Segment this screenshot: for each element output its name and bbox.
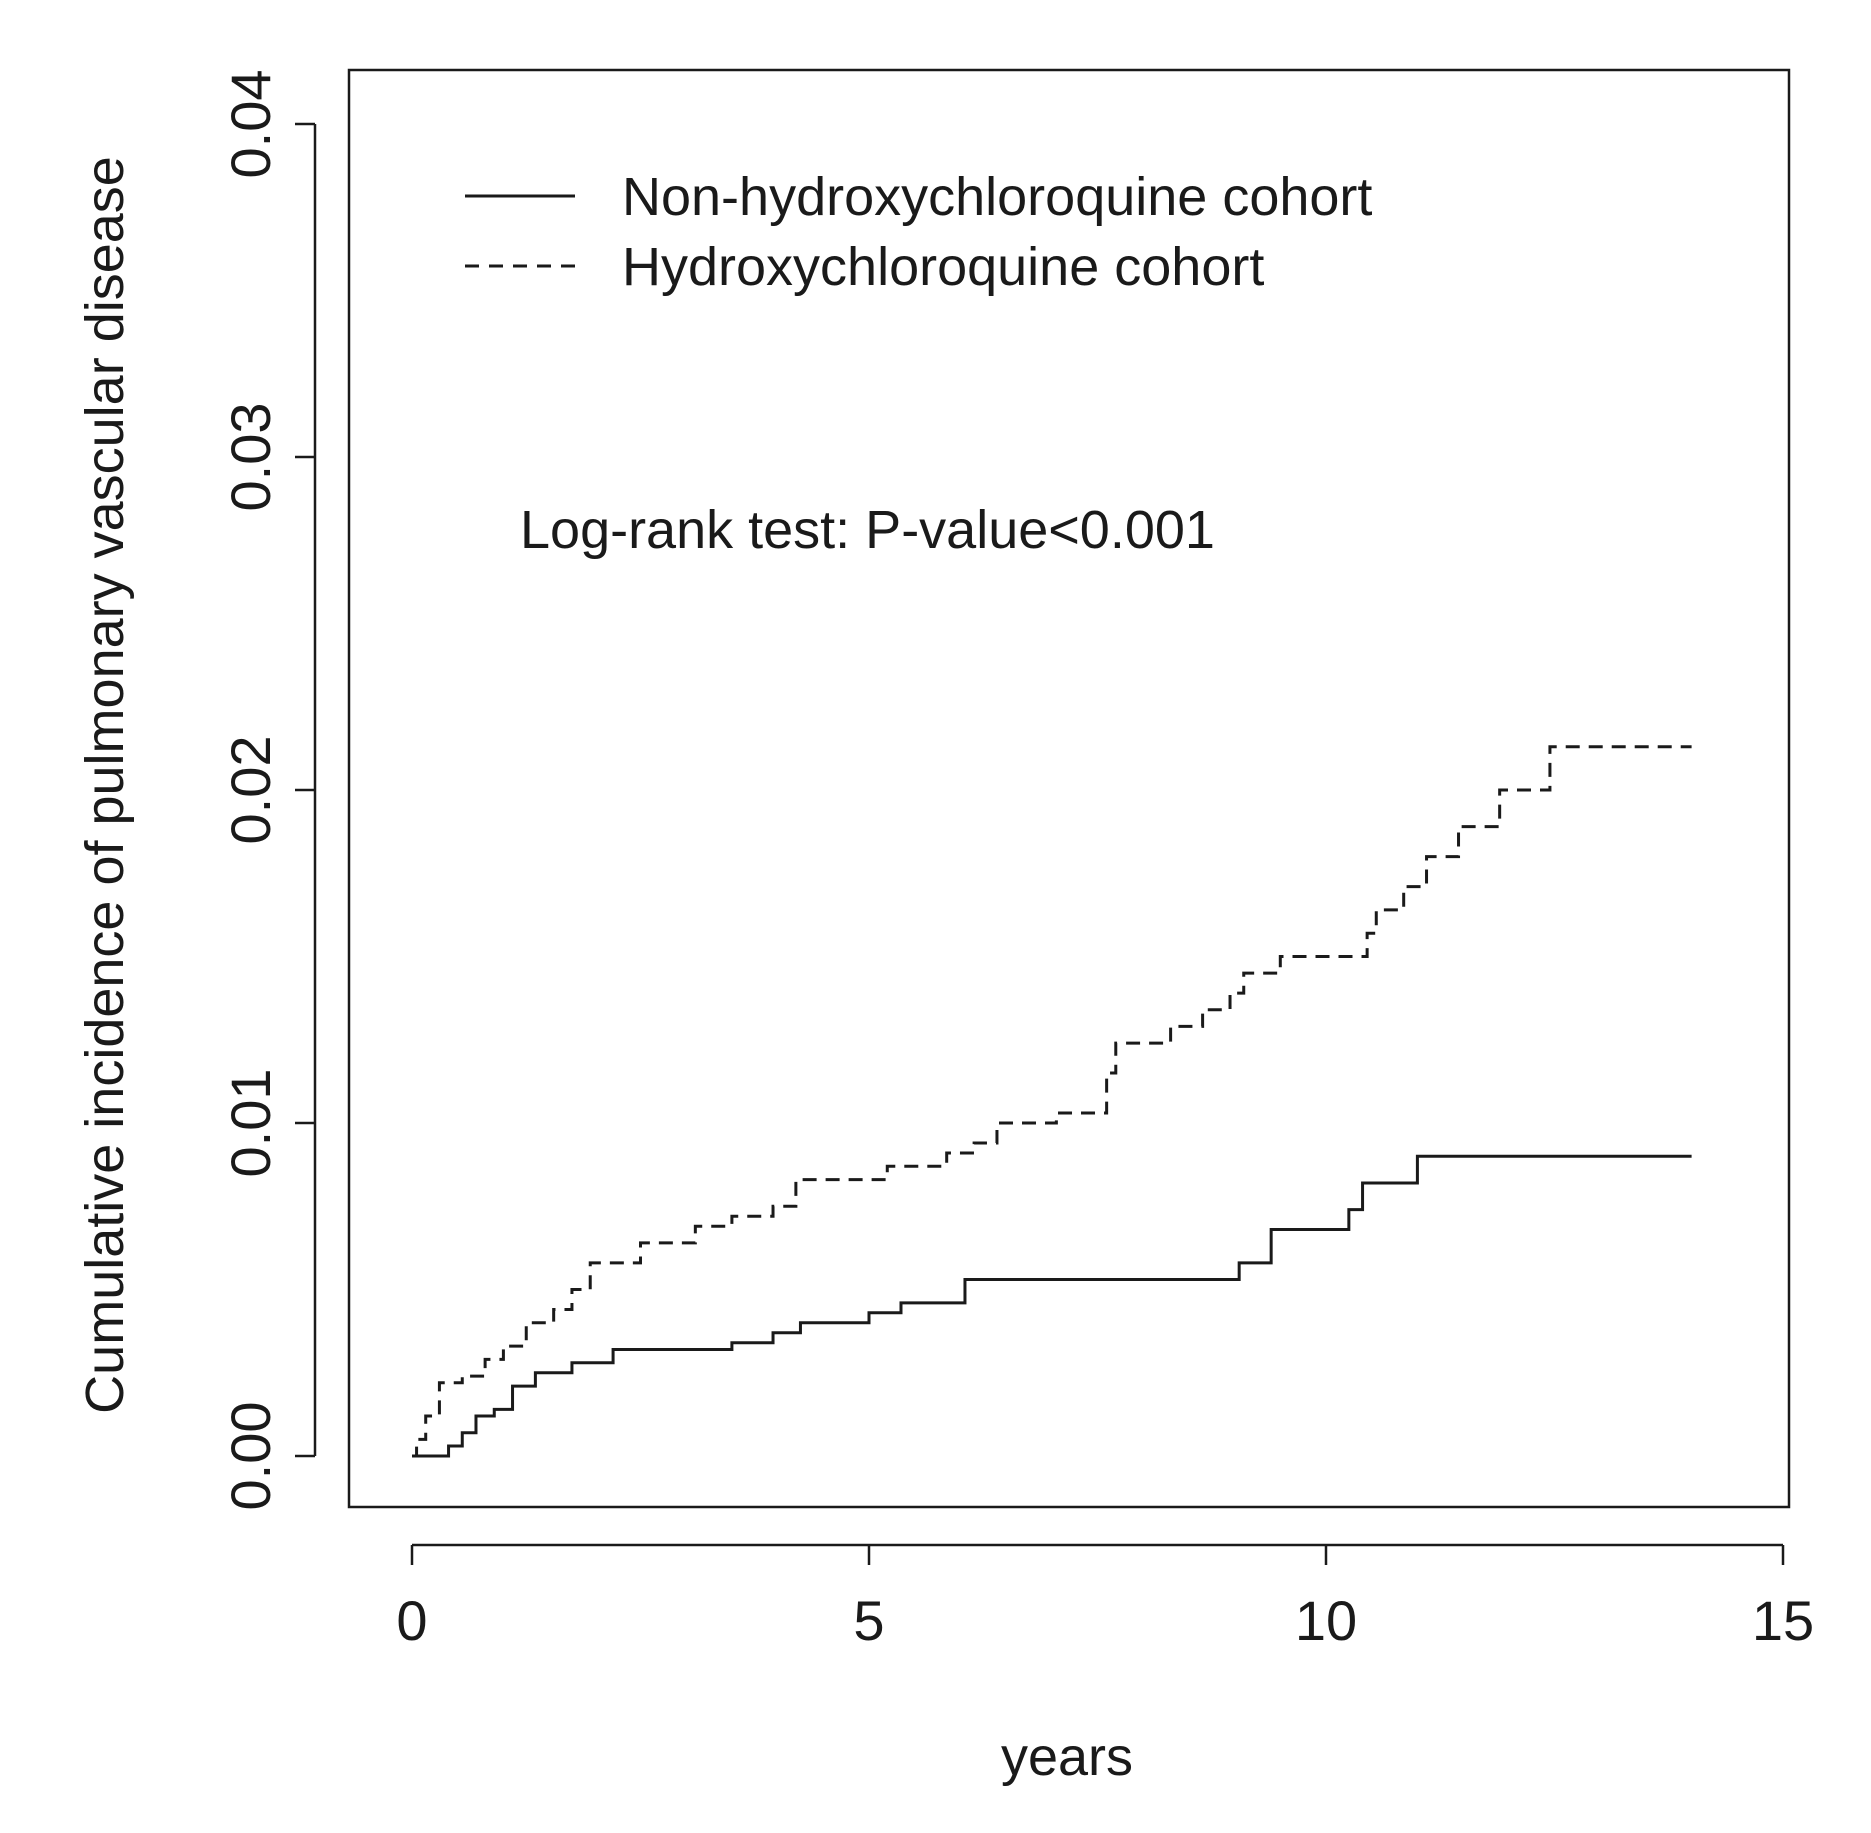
legend-label-hydroxychloroquine: Hydroxychloroquine cohort: [622, 237, 1264, 297]
non-hydroxychloroquine-curve: [412, 1154, 1692, 1458]
log-rank-annotation: Log-rank test: P-value<0.001: [520, 500, 1215, 560]
y-axis: 0.00 0.01 0.02 0.03 0.04: [219, 70, 317, 1511]
series-layer: [412, 745, 1692, 1458]
plot-frame: [347, 68, 1791, 1509]
x-axis: 0 5 10 15: [396, 1543, 1814, 1652]
x-tick-label: 5: [853, 1589, 884, 1652]
y-tick-label: 0.02: [219, 736, 282, 845]
y-tick-label: 0.03: [219, 403, 282, 512]
y-tick-label: 0.04: [219, 70, 282, 179]
y-axis-title: Cumulative incidence of pulmonary vascul…: [75, 156, 135, 1414]
x-tick-label: 15: [1752, 1589, 1814, 1652]
hydroxychloroquine-curve: [412, 745, 1692, 1458]
x-axis-title: years: [1001, 1727, 1133, 1787]
y-tick-label: 0.01: [219, 1069, 282, 1178]
legend-label-non-hydroxychloroquine: Non-hydroxychloroquine cohort: [622, 167, 1372, 227]
x-tick-label: 0: [396, 1589, 427, 1652]
legend: Non-hydroxychloroquine cohort Hydroxychl…: [465, 167, 1372, 297]
x-tick-label: 10: [1295, 1589, 1357, 1652]
y-tick-label: 0.00: [219, 1402, 282, 1511]
